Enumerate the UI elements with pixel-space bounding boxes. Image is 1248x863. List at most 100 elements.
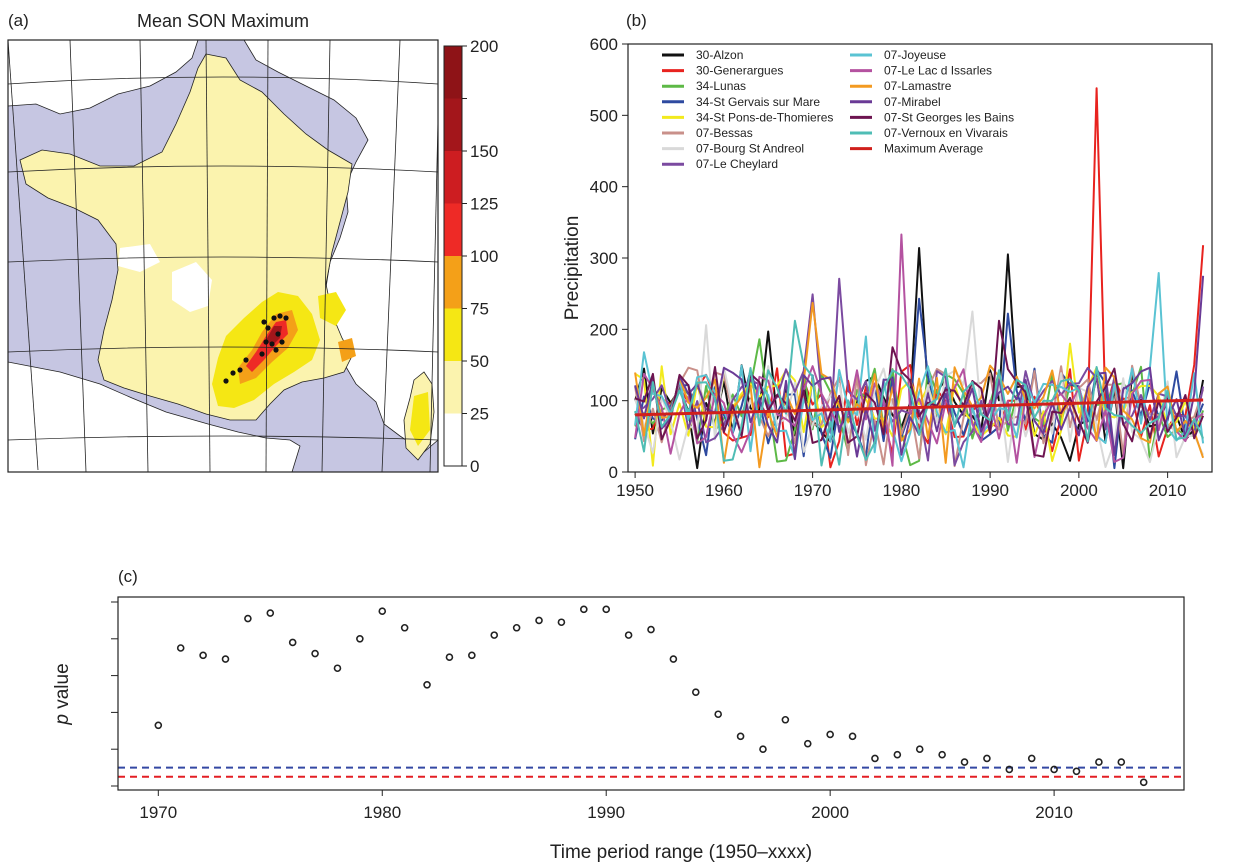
pvalue-point xyxy=(400,623,409,632)
colorbar-tick-label: 100 xyxy=(470,247,498,266)
colorbar-segment xyxy=(444,98,462,151)
station-dot xyxy=(273,347,279,353)
zone-150-plus xyxy=(266,326,282,346)
x-tick-label: 1970 xyxy=(139,803,177,822)
meridian-line xyxy=(69,40,87,472)
station-dot xyxy=(275,331,281,337)
pvalue-point xyxy=(781,715,790,724)
map-title: Mean SON Maximum xyxy=(137,11,309,31)
low-zone-central xyxy=(172,262,212,312)
precipitation-panel: (b) 1950 1960 1970 1980 1990 2000 2010 0 100 200 3… xyxy=(562,11,1213,500)
series-line xyxy=(634,319,1205,467)
parallel-line xyxy=(8,165,438,173)
land-britain xyxy=(8,40,199,115)
x-tick-label: 1980 xyxy=(363,803,401,822)
station-dot xyxy=(261,319,267,325)
legend-label: 30-Generargues xyxy=(696,64,783,78)
series-line xyxy=(634,301,1205,469)
legend-label: 30-Alzon xyxy=(696,48,743,62)
pvalue-point xyxy=(333,664,342,673)
colorbar: 0 25 50 75 100 125 150 200 xyxy=(443,37,498,476)
pvalue-point xyxy=(1139,778,1148,787)
meridian-line xyxy=(139,40,149,472)
pvalue-point xyxy=(468,651,476,660)
pvalue-point xyxy=(848,732,857,741)
pvalue-point xyxy=(1027,754,1036,763)
y-tick-label: 0 xyxy=(609,463,618,482)
meridian-line xyxy=(8,40,39,471)
legend-label: 34-St Gervais sur Mare xyxy=(696,95,820,109)
colorbar-segment xyxy=(444,413,462,466)
y-tick-label: 500 xyxy=(590,106,618,125)
legend-label: 34-St Pons-de-Thomieres xyxy=(696,110,833,124)
zone-50-corsica xyxy=(410,392,430,446)
legend-label: 07-Bessas xyxy=(696,126,753,140)
legend-label: 07-Vernoux en Vivarais xyxy=(884,126,1008,140)
pvalue-point xyxy=(960,758,969,766)
zone-75-provence xyxy=(338,338,356,362)
x-tick-label: 2000 xyxy=(811,803,849,822)
precipitation-chart: 1950 1960 1970 1980 1990 2000 2010 0 100 200 300 40… xyxy=(562,35,1213,500)
pvalue-point xyxy=(983,754,991,763)
y-tick-label: 100 xyxy=(590,392,618,411)
x-tick-label: 1970 xyxy=(794,481,832,500)
pvalue-point xyxy=(580,605,588,614)
station-dot xyxy=(263,339,269,345)
legend-label: 07-Le Lac d Issarles xyxy=(884,64,992,78)
y-tick-label: 300 xyxy=(590,249,618,268)
pvalue-point xyxy=(221,655,230,663)
pvalue-point xyxy=(938,750,946,759)
colorbar-segment xyxy=(444,256,462,309)
station-markers xyxy=(223,313,289,384)
pvalue-point xyxy=(714,710,722,719)
pvalue-point xyxy=(244,614,252,623)
map-frame xyxy=(7,39,439,473)
colorbar-segment xyxy=(444,46,462,99)
colorbar-tick-label: 50 xyxy=(470,352,489,371)
chart-c-frame xyxy=(117,596,1185,791)
pvalue-point xyxy=(1050,765,1058,774)
station-dot xyxy=(243,357,249,363)
pvalue-point xyxy=(1117,758,1126,766)
pvalue-point xyxy=(288,638,297,647)
pvalue-point xyxy=(803,739,812,748)
pvalue-point xyxy=(669,655,678,663)
pvalue-point xyxy=(893,750,902,759)
meridian-line xyxy=(205,40,211,472)
pvalue-point xyxy=(445,653,454,662)
station-dot xyxy=(283,315,289,321)
colorbar-tick-label: 75 xyxy=(470,300,489,319)
pvalue-point xyxy=(691,688,700,696)
panel-a-label: (a) xyxy=(8,11,29,30)
series-group xyxy=(634,87,1205,470)
station-dot xyxy=(223,378,229,384)
land-iberia xyxy=(8,361,301,472)
colorbar-tick-label: 200 xyxy=(470,37,498,56)
colorbar-tick-label: 125 xyxy=(470,195,498,214)
pvalue-panel: (c) 1970 1980 1990 2000 2010 Time period rang… xyxy=(52,567,1185,863)
x-tick-label: 1950 xyxy=(616,481,654,500)
x-tick-label: 1990 xyxy=(971,481,1009,500)
panel-c-label: (c) xyxy=(118,567,138,586)
pvalue-point xyxy=(154,721,163,730)
x-tick-label: 2010 xyxy=(1149,481,1187,500)
parallel-line xyxy=(8,76,438,85)
colorbar-tick-label: 0 xyxy=(470,457,479,476)
pvalue-point xyxy=(647,625,655,634)
meridian-line xyxy=(381,40,401,472)
colorbar-segment xyxy=(444,151,462,204)
y-tick-label: 600 xyxy=(590,35,618,54)
pvalue-chart: 1970 1980 1990 2000 2010 Time period range (1… xyxy=(52,596,1185,863)
x-tick-label: 1980 xyxy=(882,481,920,500)
series-line xyxy=(634,319,1205,458)
legend-label: Maximum Average xyxy=(884,142,983,156)
legend-label: 07-Joyeuse xyxy=(884,48,946,62)
station-dot xyxy=(237,367,243,373)
station-dot xyxy=(230,370,236,376)
legend-label: 07-Mirabel xyxy=(884,95,941,109)
pvalue-point xyxy=(423,680,431,689)
pvalue-point xyxy=(557,618,566,627)
y-axis-label: Precipitation xyxy=(562,216,583,321)
